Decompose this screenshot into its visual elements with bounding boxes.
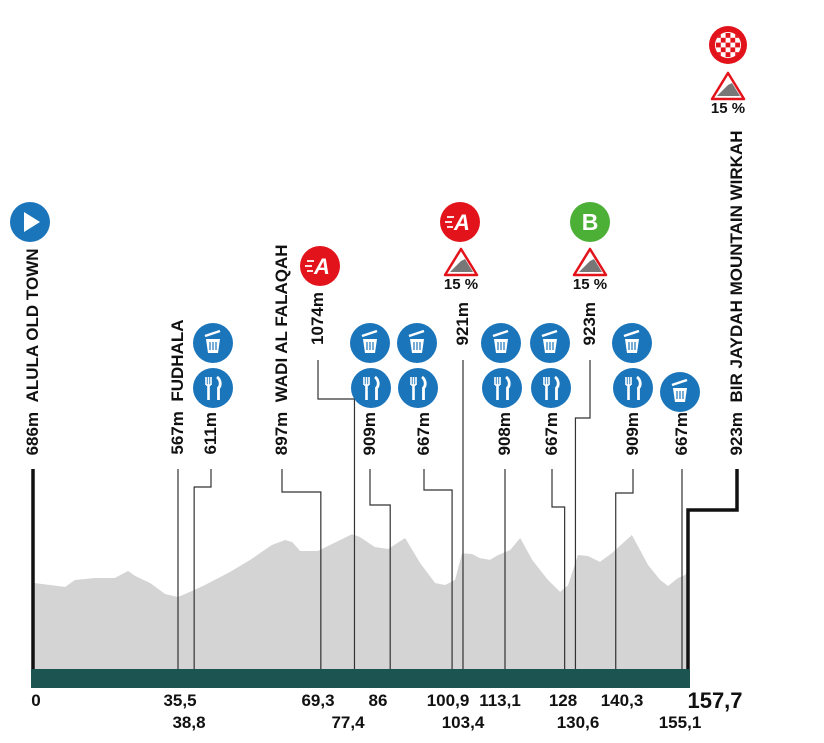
marker-elevation: 667m [542,411,561,455]
start-icon [10,202,50,242]
marker-leader-line [423,469,453,669]
marker-elevation: 923m [580,301,599,345]
waste-zone-icon [193,323,233,363]
km-tick-label: 0 [31,691,41,710]
marker-elevation: 909m [623,411,642,455]
marker-label: 686m ALULA OLD TOWN [23,247,42,455]
marker-label: 611m [201,412,220,455]
marker-leader-line [317,360,356,669]
marker-label: 923m BIR JAYDAH MOUNTAIN WIRKAH [727,129,746,455]
marker-label: 897m WADI AL FALAQAH [272,243,291,455]
climb-grade: 15 % [443,276,479,293]
marker-elevation: 921m [453,301,472,345]
elevation-profile-area [33,534,688,669]
marker-elevation: 897m [272,411,291,455]
km-tick-label: 103,4 [441,713,485,732]
km-tick-label: 155,1 [658,713,702,732]
marker-place-name: FUDHALA [168,319,187,402]
feed-zone-icon [531,368,571,408]
intermediate-sprint-icon: A [300,246,340,286]
marker-elevation: 909m [360,411,379,455]
climb-grade: 15 % [710,100,746,117]
marker-elevation: 686m [23,411,42,455]
marker-label: 1074m [308,292,327,345]
marker-elevation: 908m [495,411,514,455]
distance-base-band [31,669,690,688]
marker-leader-line [574,360,591,669]
marker-label: 667m [414,411,433,455]
km-tick-label: 140,3 [600,691,644,710]
marker-leader-line [686,469,739,669]
feed-zone-icon [482,368,522,408]
bonus-sprint-icon: B [570,202,610,242]
marker-label: 923m [580,301,599,345]
marker-leader-line [615,469,634,669]
marker-label: 909m [623,411,642,455]
marker-leader-line [369,469,391,669]
marker-place-name: WADI AL FALAQAH [272,243,291,402]
km-tick-label: 130,6 [556,713,600,732]
km-tick-label: 77,4 [331,713,365,732]
marker-label: 908m [495,411,514,455]
waste-zone-icon [530,323,570,363]
feed-zone-icon [398,368,438,408]
km-tick-label: 86 [368,691,388,710]
marker-label: 667m [672,411,691,455]
km-tick-label: 128 [548,691,578,710]
marker-elevation: 923m [727,411,746,455]
marker-label: 567m FUDHALA [168,319,187,455]
marker-leader-line [551,469,566,669]
marker-place-name: BIR JAYDAH MOUNTAIN WIRKAH [727,129,746,402]
marker-label: 921m [453,301,472,345]
climb-grade: 15 % [572,276,608,293]
marker-elevation: 567m [168,411,187,455]
climb-icon [710,71,746,101]
km-tick-label: 69,3 [301,691,335,710]
marker-elevation: 611m [201,412,220,455]
waste-zone-icon [350,323,390,363]
km-tick-label: 157,7 [687,688,743,713]
km-tick-label: 100,9 [426,691,470,710]
climb-icon [443,247,479,277]
svg-text:B: B [582,209,599,235]
marker-leader-line [193,469,212,669]
intermediate-sprint-icon: A [440,202,480,242]
waste-zone-icon [481,323,521,363]
waste-zone-icon [612,323,652,363]
feed-zone-icon [193,368,233,408]
finish-flag-icon [708,25,748,65]
km-tick-label: 38,8 [172,713,206,732]
marker-elevation: 667m [414,411,433,455]
marker-leader-line [281,469,322,669]
marker-elevation: 1074m [308,292,327,345]
feed-zone-icon [351,368,391,408]
climb-icon [572,247,608,277]
waste-zone-icon [660,372,700,412]
feed-zone-icon [613,368,653,408]
marker-place-name: ALULA OLD TOWN [23,247,42,402]
km-tick-label: 35,5 [163,691,197,710]
marker-label: 667m [542,411,561,455]
marker-elevation: 667m [672,411,691,455]
svg-text:A: A [453,210,470,235]
km-tick-label: 113,1 [479,691,521,710]
waste-zone-icon [397,323,437,363]
svg-text:A: A [313,254,330,279]
marker-label: 909m [360,411,379,455]
